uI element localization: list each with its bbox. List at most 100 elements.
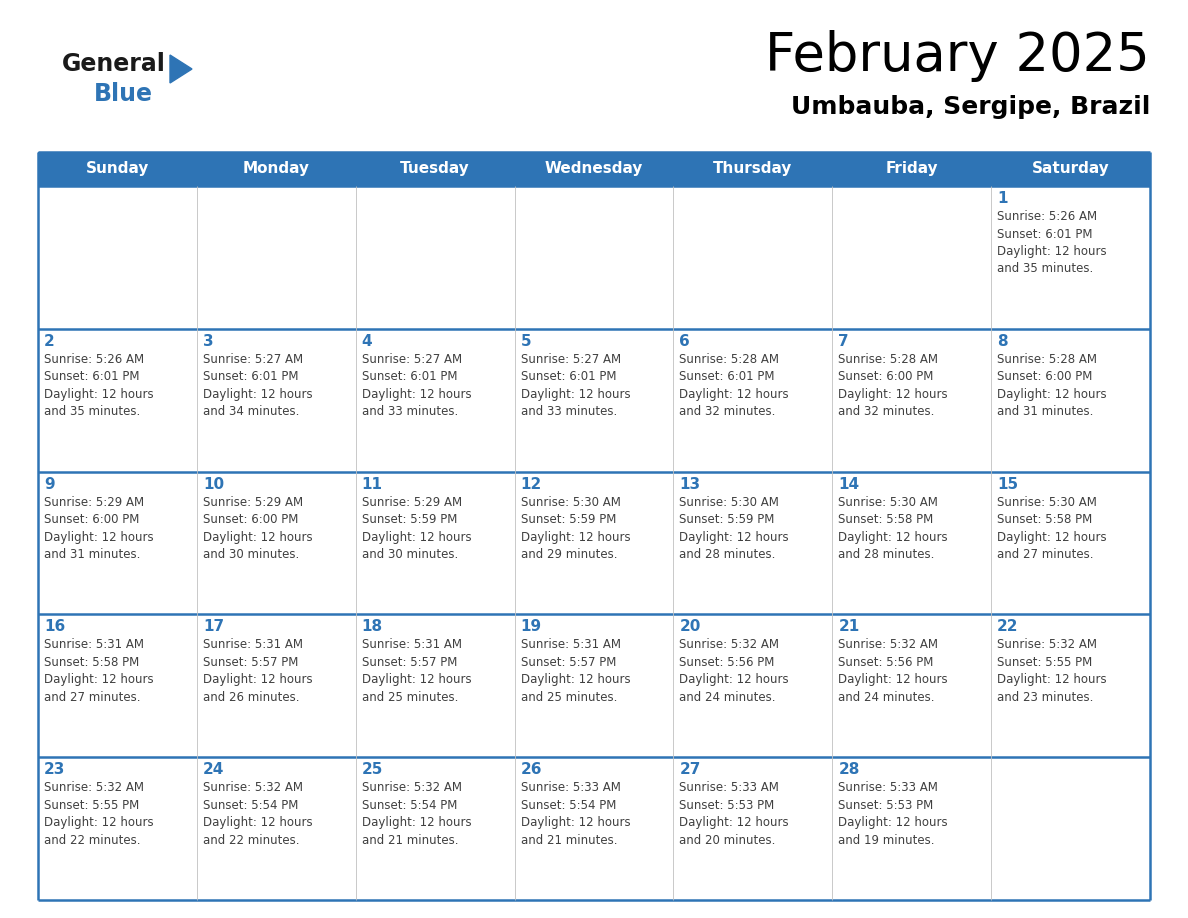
Text: 7: 7 (839, 334, 849, 349)
Text: Daylight: 12 hours: Daylight: 12 hours (203, 387, 312, 401)
Text: Daylight: 12 hours: Daylight: 12 hours (997, 245, 1107, 258)
Text: 13: 13 (680, 476, 701, 492)
Text: Sunset: 5:59 PM: Sunset: 5:59 PM (361, 513, 457, 526)
Text: and 22 minutes.: and 22 minutes. (44, 834, 140, 846)
Bar (38, 472, 197, 614)
Text: and 24 minutes.: and 24 minutes. (680, 691, 776, 704)
Bar (38, 152, 1150, 186)
Text: Sunrise: 5:27 AM: Sunrise: 5:27 AM (361, 353, 462, 365)
Text: Sunrise: 5:30 AM: Sunrise: 5:30 AM (997, 496, 1097, 509)
Bar (355, 472, 514, 614)
Bar (833, 472, 991, 614)
Text: Sunset: 6:00 PM: Sunset: 6:00 PM (997, 370, 1093, 384)
Text: Thursday: Thursday (713, 162, 792, 176)
Text: Sunset: 6:01 PM: Sunset: 6:01 PM (680, 370, 775, 384)
Text: February 2025: February 2025 (765, 30, 1150, 82)
Text: and 31 minutes.: and 31 minutes. (44, 548, 140, 561)
Text: Sunset: 6:00 PM: Sunset: 6:00 PM (203, 513, 298, 526)
Bar (833, 757, 991, 900)
Text: and 21 minutes.: and 21 minutes. (361, 834, 459, 846)
Text: 12: 12 (520, 476, 542, 492)
Bar (197, 186, 355, 329)
Text: Sunset: 5:58 PM: Sunset: 5:58 PM (839, 513, 934, 526)
Text: 15: 15 (997, 476, 1018, 492)
Text: 19: 19 (520, 620, 542, 634)
Text: and 34 minutes.: and 34 minutes. (203, 406, 299, 419)
Text: Daylight: 12 hours: Daylight: 12 hours (839, 387, 948, 401)
Bar (674, 757, 833, 900)
Text: 3: 3 (203, 334, 214, 349)
Text: 20: 20 (680, 620, 701, 634)
Text: Sunset: 5:59 PM: Sunset: 5:59 PM (680, 513, 775, 526)
Text: Sunset: 5:54 PM: Sunset: 5:54 PM (520, 799, 615, 812)
Text: Daylight: 12 hours: Daylight: 12 hours (44, 387, 153, 401)
Text: Sunrise: 5:32 AM: Sunrise: 5:32 AM (997, 638, 1098, 652)
Text: Daylight: 12 hours: Daylight: 12 hours (680, 531, 789, 543)
Text: and 35 minutes.: and 35 minutes. (997, 263, 1093, 275)
Text: and 33 minutes.: and 33 minutes. (361, 406, 457, 419)
Text: Daylight: 12 hours: Daylight: 12 hours (44, 531, 153, 543)
Text: 17: 17 (203, 620, 225, 634)
Bar (38, 757, 197, 900)
Text: Daylight: 12 hours: Daylight: 12 hours (520, 387, 630, 401)
Bar (38, 329, 197, 472)
Text: Sunset: 5:57 PM: Sunset: 5:57 PM (203, 655, 298, 669)
Text: Daylight: 12 hours: Daylight: 12 hours (203, 531, 312, 543)
Text: Daylight: 12 hours: Daylight: 12 hours (361, 816, 472, 829)
Text: Daylight: 12 hours: Daylight: 12 hours (997, 674, 1107, 687)
Text: Sunset: 6:00 PM: Sunset: 6:00 PM (839, 370, 934, 384)
Bar (833, 614, 991, 757)
Text: Saturday: Saturday (1031, 162, 1110, 176)
Bar (674, 329, 833, 472)
Bar (674, 614, 833, 757)
Bar (514, 472, 674, 614)
Text: Sunrise: 5:33 AM: Sunrise: 5:33 AM (520, 781, 620, 794)
Text: 6: 6 (680, 334, 690, 349)
Text: Daylight: 12 hours: Daylight: 12 hours (361, 387, 472, 401)
Text: 22: 22 (997, 620, 1018, 634)
Text: Sunset: 5:58 PM: Sunset: 5:58 PM (44, 655, 139, 669)
Text: Daylight: 12 hours: Daylight: 12 hours (997, 387, 1107, 401)
Text: and 33 minutes.: and 33 minutes. (520, 406, 617, 419)
Bar (991, 614, 1150, 757)
Text: and 26 minutes.: and 26 minutes. (203, 691, 299, 704)
Text: 8: 8 (997, 334, 1007, 349)
Text: Sunrise: 5:31 AM: Sunrise: 5:31 AM (44, 638, 144, 652)
Text: Daylight: 12 hours: Daylight: 12 hours (839, 674, 948, 687)
Bar (355, 614, 514, 757)
Text: Sunset: 5:53 PM: Sunset: 5:53 PM (680, 799, 775, 812)
Polygon shape (170, 55, 192, 83)
Bar (355, 329, 514, 472)
Text: Sunset: 6:01 PM: Sunset: 6:01 PM (361, 370, 457, 384)
Text: Sunrise: 5:29 AM: Sunrise: 5:29 AM (44, 496, 144, 509)
Text: 5: 5 (520, 334, 531, 349)
Text: 9: 9 (44, 476, 55, 492)
Bar (514, 614, 674, 757)
Bar (514, 186, 674, 329)
Text: Sunset: 6:00 PM: Sunset: 6:00 PM (44, 513, 139, 526)
Text: 25: 25 (361, 762, 383, 778)
Bar (514, 329, 674, 472)
Text: Sunrise: 5:27 AM: Sunrise: 5:27 AM (203, 353, 303, 365)
Text: and 25 minutes.: and 25 minutes. (520, 691, 617, 704)
Text: Sunrise: 5:32 AM: Sunrise: 5:32 AM (203, 781, 303, 794)
Text: Sunrise: 5:30 AM: Sunrise: 5:30 AM (839, 496, 939, 509)
Text: Sunrise: 5:31 AM: Sunrise: 5:31 AM (203, 638, 303, 652)
Text: Daylight: 12 hours: Daylight: 12 hours (520, 674, 630, 687)
Bar (355, 757, 514, 900)
Text: Sunset: 5:53 PM: Sunset: 5:53 PM (839, 799, 934, 812)
Text: 28: 28 (839, 762, 860, 778)
Text: 27: 27 (680, 762, 701, 778)
Text: Sunrise: 5:32 AM: Sunrise: 5:32 AM (680, 638, 779, 652)
Text: Friday: Friday (885, 162, 939, 176)
Text: 10: 10 (203, 476, 225, 492)
Text: 11: 11 (361, 476, 383, 492)
Text: Sunrise: 5:27 AM: Sunrise: 5:27 AM (520, 353, 620, 365)
Text: Daylight: 12 hours: Daylight: 12 hours (361, 531, 472, 543)
Bar (38, 614, 197, 757)
Text: Daylight: 12 hours: Daylight: 12 hours (520, 531, 630, 543)
Text: Daylight: 12 hours: Daylight: 12 hours (997, 531, 1107, 543)
Text: and 20 minutes.: and 20 minutes. (680, 834, 776, 846)
Text: Sunrise: 5:30 AM: Sunrise: 5:30 AM (520, 496, 620, 509)
Text: 23: 23 (44, 762, 65, 778)
